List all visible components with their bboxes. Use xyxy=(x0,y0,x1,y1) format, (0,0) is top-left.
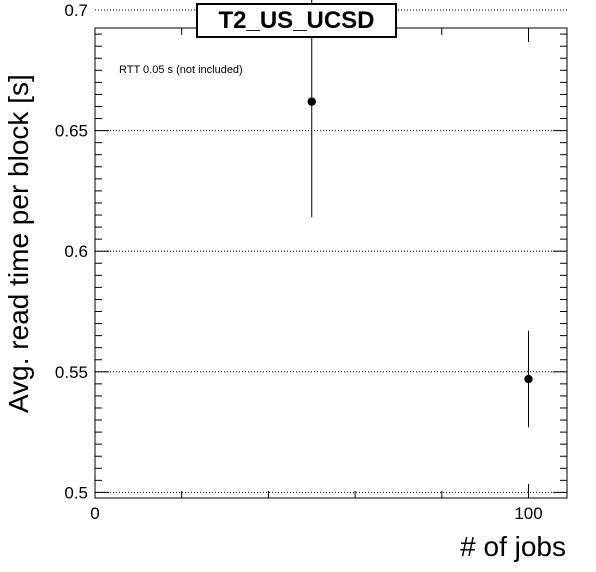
x-tick-label: 0 xyxy=(90,504,99,523)
axis-ticks: 0.50.550.60.650.70.750.80.85010020030040… xyxy=(55,1,567,523)
rtt-annotation: RTT 0.05 s (not included) xyxy=(119,64,243,76)
chart-title: T2_US_UCSD xyxy=(196,3,397,38)
y-tick-label: 0.6 xyxy=(64,242,88,261)
y-axis-title: Avg. read time per block [s] xyxy=(3,74,34,413)
x-tick-label: 100 xyxy=(514,504,542,523)
plot-frame xyxy=(94,27,568,499)
data-point xyxy=(524,374,533,384)
grid-lines xyxy=(95,9,567,493)
y-tick-label: 0.65 xyxy=(55,122,88,141)
data-point xyxy=(307,97,316,106)
y-tick-label: 0.7 xyxy=(64,1,88,20)
y-tick-label: 0.5 xyxy=(64,483,88,502)
y-tick-label: 0.55 xyxy=(55,363,88,382)
x-axis-title: # of jobs xyxy=(460,531,566,562)
